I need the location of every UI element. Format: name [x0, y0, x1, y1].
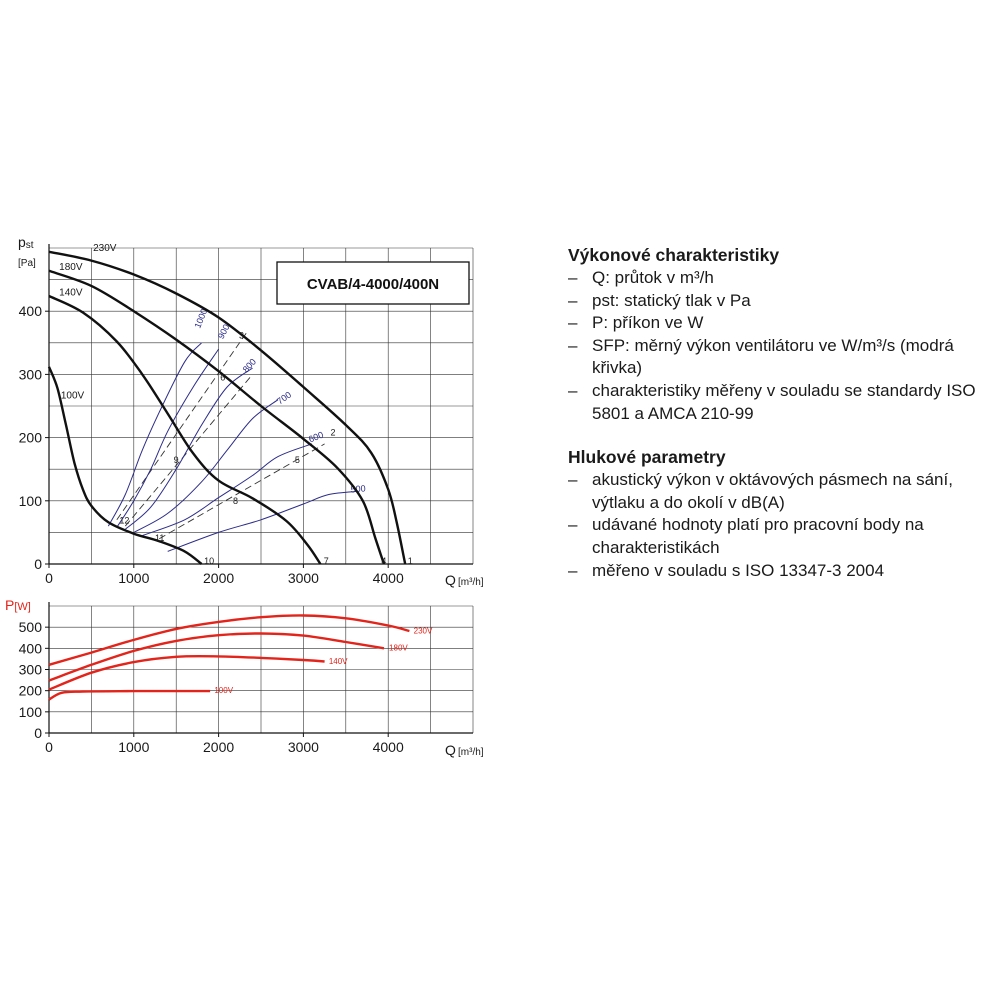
y-tick-label: 0: [34, 556, 42, 572]
y-axis-label: pst: [18, 234, 34, 251]
operating-point-5: 5: [295, 455, 300, 465]
y-tick-label: 200: [19, 683, 43, 699]
sfp-curve-1000: [107, 342, 202, 527]
x-tick-label: 2000: [203, 739, 234, 755]
y-tick-label: 100: [19, 704, 43, 720]
power-curve-230V: [48, 614, 410, 666]
power-label-100V: 100V: [214, 686, 233, 695]
sfp-label-700: 700: [275, 390, 293, 407]
operating-point-8: 8: [233, 496, 238, 506]
y-tick-label: 400: [19, 303, 43, 319]
y-tick-label: 400: [19, 640, 43, 656]
operating-point-2: 2: [331, 428, 336, 438]
list-item: udávané hodnoty platí pro pracovní body …: [568, 514, 988, 559]
y-tick-label: 0: [34, 725, 42, 741]
sfp-label-500: 500: [350, 483, 366, 494]
operating-line: [159, 443, 325, 540]
curve-label-100V: 100V: [61, 390, 85, 401]
sfp-curve-700: [133, 399, 279, 533]
sfp-label-600: 600: [307, 430, 325, 445]
list-item: SFP: měrný výkon ventilátoru ve W/m³/s (…: [568, 335, 988, 380]
y-tick-label: 500: [19, 619, 43, 635]
x-tick-label: 1000: [118, 570, 149, 586]
pressure-curve-100V: [47, 366, 203, 565]
model-box: [276, 261, 470, 305]
list-item: Q: průtok v m³/h: [568, 267, 988, 290]
power-label-230V: 230V: [414, 627, 433, 636]
section-noise-title: Hlukové parametry: [568, 447, 726, 468]
sfp-label-800: 800: [241, 357, 258, 375]
power-curve-140V: [48, 654, 325, 691]
power-curve-180V: [48, 632, 385, 682]
list-item: akustický výkon v oktávových pásmech na …: [568, 469, 988, 514]
y-tick-label: 100: [19, 493, 43, 509]
section-performance-title: Výkonové charakteristiky: [568, 245, 780, 265]
list-item: pst: statický tlak v Pa: [568, 290, 988, 313]
list-item: měřeno v souladu s ISO 13347-3 2004: [568, 560, 988, 583]
model-label: CVAB/4-4000/400N: [307, 276, 439, 293]
pressure-chart: 0 1000 2000 3000 4000 0 100 200 300 400 pst [Pa] Q [m…: [18, 234, 484, 588]
operating-point-10: 10: [204, 556, 214, 566]
operating-point-9: 9: [174, 455, 179, 465]
list-item: P: příkon ve W: [568, 312, 988, 335]
y-axis-unit: [Pa]: [18, 258, 36, 269]
power-chart: 0 1000 2000 3000 4000 0 100 200 300 400 500 P[W] Q [m…: [5, 597, 484, 758]
operating-line: [116, 329, 249, 521]
sfp-curve-900: [116, 348, 220, 528]
curve-label-180V: 180V: [59, 262, 83, 273]
x-tick-label: 3000: [288, 739, 319, 755]
x-tick-label: 1000: [118, 739, 149, 755]
x-axis-unit: [m³/h]: [458, 577, 484, 588]
sfp-curve-600: [142, 443, 313, 537]
operating-point-7: 7: [324, 556, 329, 566]
y-tick-label: 300: [19, 662, 43, 678]
operating-point-3: 3: [239, 330, 244, 340]
x-tick-label: 4000: [373, 570, 404, 586]
pressure-curve-140V: [48, 294, 322, 565]
operating-point-4: 4: [381, 556, 386, 566]
sfp-curve-500: [167, 490, 359, 552]
power-label-140V: 140V: [329, 657, 348, 666]
x-tick-label: 4000: [373, 739, 404, 755]
y-tick-label: 300: [19, 366, 43, 382]
x-tick-label: 0: [45, 570, 53, 586]
operating-point-6: 6: [220, 373, 225, 383]
curve-label-230V: 230V: [93, 243, 117, 254]
y-axis-label: P[W]: [5, 597, 31, 613]
list-item: charakteristiky měřeny v souladu se stan…: [568, 380, 988, 425]
performance-list: Q: průtok v m³/h pst: statický tlak v Pa…: [568, 267, 988, 425]
x-axis-label: Q: [445, 742, 456, 758]
x-tick-label: 0: [45, 739, 53, 755]
curve-label-140V: 140V: [59, 287, 83, 298]
x-tick-label: 3000: [288, 570, 319, 586]
y-tick-label: 200: [19, 430, 43, 446]
power-curve-100V: [48, 689, 211, 701]
pressure-curve-180V: [48, 269, 386, 565]
pressure-curve-230V: [48, 250, 407, 565]
legend-panel: Výkonové charakteristiky Q: průtok v m³/…: [568, 244, 988, 582]
operating-point-11: 11: [155, 533, 164, 543]
x-axis-label: Q: [445, 572, 456, 588]
operating-point-12: 12: [119, 516, 129, 526]
operating-point-1: 1: [408, 556, 413, 566]
x-axis-unit: [m³/h]: [458, 747, 484, 758]
noise-list: akustický výkon v oktávových pásmech na …: [568, 469, 988, 582]
power-label-180V: 180V: [389, 643, 408, 652]
x-tick-label: 2000: [203, 570, 234, 586]
